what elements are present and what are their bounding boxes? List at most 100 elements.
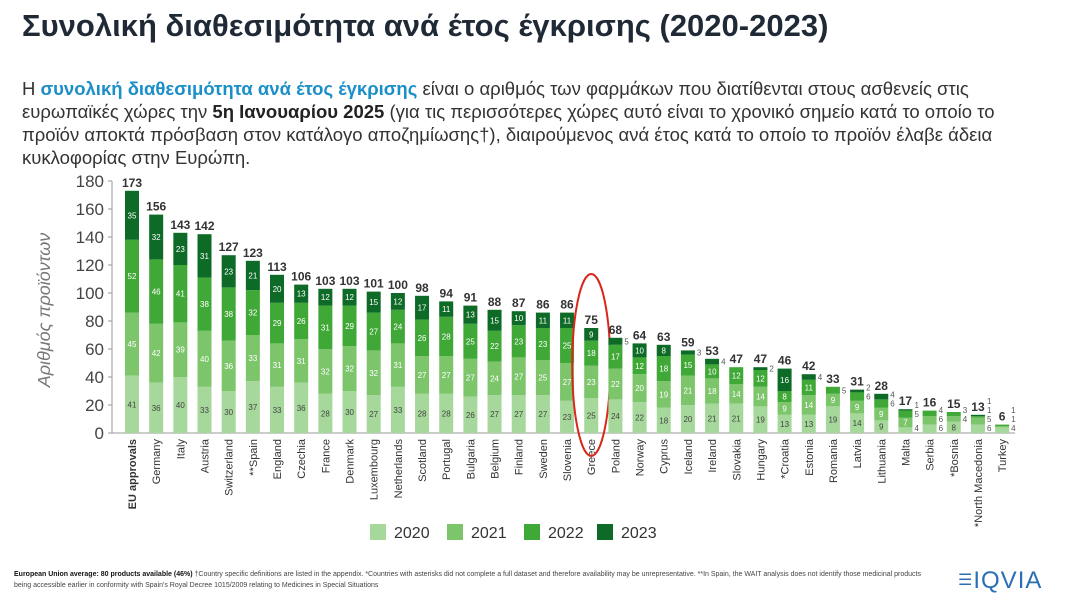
bar-segment-2023 xyxy=(705,358,720,365)
x-tick-label: Netherlands xyxy=(393,439,405,499)
x-tick-label: Luxembourg xyxy=(369,439,381,500)
segment-label: 6 xyxy=(987,424,992,433)
intro-part: Η xyxy=(22,78,41,99)
bar-segment-2020 xyxy=(197,386,212,433)
bar-segment-2022 xyxy=(294,302,309,340)
segment-label: 5 xyxy=(842,386,847,395)
eu-average-note: European Union average: 80 products avai… xyxy=(14,571,193,578)
bar-segment-2021 xyxy=(922,416,937,425)
bar-segment-2021 xyxy=(850,400,865,414)
total-label: 68 xyxy=(609,323,623,337)
total-label: 142 xyxy=(194,219,214,233)
bar-segment-2022 xyxy=(487,330,502,362)
bar-segment-2020 xyxy=(125,375,139,433)
segment-label: 32 xyxy=(152,233,161,242)
bar-segment-2021 xyxy=(705,378,720,404)
segment-label: 27 xyxy=(369,328,378,337)
segment-label: 32 xyxy=(345,365,354,374)
segment-label: 31 xyxy=(273,361,282,370)
total-label: 53 xyxy=(705,344,719,358)
segment-label: 39 xyxy=(176,346,185,355)
segment-label: 31 xyxy=(200,252,209,261)
bar-segment-2023 xyxy=(173,232,188,265)
page-title: Συνολική διαθεσιμότητα ανά έτος έγκρισης… xyxy=(22,8,829,43)
segment-label: 17 xyxy=(611,353,620,362)
bar-segment-2023 xyxy=(632,343,647,358)
intro-highlight: συνολική διαθεσιμότητα ανά έτος έγκρισης xyxy=(40,78,418,99)
bar-segment-2022 xyxy=(415,319,430,356)
bar-segment-2023 xyxy=(415,295,430,320)
segment-label: 8 xyxy=(662,346,667,355)
segment-label: 28 xyxy=(442,409,451,418)
segment-label: 4 xyxy=(1011,424,1016,433)
bar-segment-2022 xyxy=(922,410,937,417)
segment-label: 9 xyxy=(589,330,594,339)
segment-label: 13 xyxy=(780,420,789,429)
total-label: 28 xyxy=(875,379,889,393)
segment-label: 26 xyxy=(466,411,475,420)
segment-label: 23 xyxy=(224,267,233,276)
total-label: 15 xyxy=(947,397,961,411)
segment-label: 27 xyxy=(466,374,475,383)
y-tick-label: 20 xyxy=(85,396,104,415)
bar-segment-2023 xyxy=(874,393,889,400)
segment-label: 27 xyxy=(490,410,499,419)
total-label: 98 xyxy=(415,281,429,295)
segment-label: 13 xyxy=(804,420,813,429)
bar-segment-2020 xyxy=(221,391,236,433)
bar-segment-2022 xyxy=(342,305,357,347)
x-tick-label: Hungary xyxy=(755,439,767,481)
bar-segment-2020 xyxy=(850,413,865,433)
bar-segment-2021 xyxy=(753,386,768,407)
segment-label: 8 xyxy=(952,423,957,432)
segment-label: 27 xyxy=(514,372,523,381)
segment-label: 20 xyxy=(635,384,644,393)
segment-label: 25 xyxy=(587,412,596,421)
bar-segment-2023 xyxy=(149,214,164,260)
bar-segment-2022 xyxy=(560,328,575,363)
x-tick-label: Malta xyxy=(900,438,912,466)
segment-label: 13 xyxy=(466,311,475,320)
bar-segment-2021 xyxy=(366,350,381,396)
bar-segment-2020 xyxy=(705,403,720,433)
segment-label: 13 xyxy=(297,290,306,299)
segment-label: 41 xyxy=(128,400,137,409)
segment-label: 33 xyxy=(200,406,209,415)
intro-part: είναι ο αριθμός των φαρμάκων που διατίθε… xyxy=(22,78,969,122)
segment-label: 40 xyxy=(200,355,209,364)
bar-segment-2023 xyxy=(221,255,236,288)
segment-label: 16 xyxy=(780,376,789,385)
bar-segment-2022 xyxy=(825,386,840,394)
segment-label: 11 xyxy=(539,316,548,325)
total-label: 75 xyxy=(585,313,599,327)
x-tick-label: Romania xyxy=(828,438,840,483)
segment-label: 25 xyxy=(466,337,475,346)
bar-segment-2023 xyxy=(680,350,695,355)
segment-label: 30 xyxy=(224,408,233,417)
x-tick-label: Slovenia xyxy=(562,438,574,481)
segment-label: 18 xyxy=(708,387,717,396)
bar-segment-2021 xyxy=(584,365,599,398)
x-tick-label: EU approvals xyxy=(127,439,139,509)
segment-label: 15 xyxy=(369,298,378,307)
bar-segment-2022 xyxy=(874,399,889,408)
bar-segment-2022 xyxy=(463,323,478,359)
bar-segment-2023 xyxy=(753,367,768,370)
segment-label: 28 xyxy=(418,409,427,418)
total-label: 47 xyxy=(754,352,768,366)
segment-label: 22 xyxy=(611,380,620,389)
x-tick-label: France xyxy=(320,439,332,473)
bar-segment-2022 xyxy=(970,416,985,418)
total-label: 13 xyxy=(971,400,985,414)
bar-segment-2021 xyxy=(342,346,357,391)
bar-segment-2020 xyxy=(874,420,889,433)
segment-label: 10 xyxy=(708,367,717,376)
total-label: 87 xyxy=(512,296,526,310)
bar-segment-2020 xyxy=(535,395,550,433)
bar-segment-2022 xyxy=(632,357,647,375)
bar-segment-2023 xyxy=(970,414,985,417)
bar-segment-2023 xyxy=(197,234,212,278)
bar-segment-2020 xyxy=(656,407,671,433)
x-tick-label: Estonia xyxy=(804,438,816,476)
